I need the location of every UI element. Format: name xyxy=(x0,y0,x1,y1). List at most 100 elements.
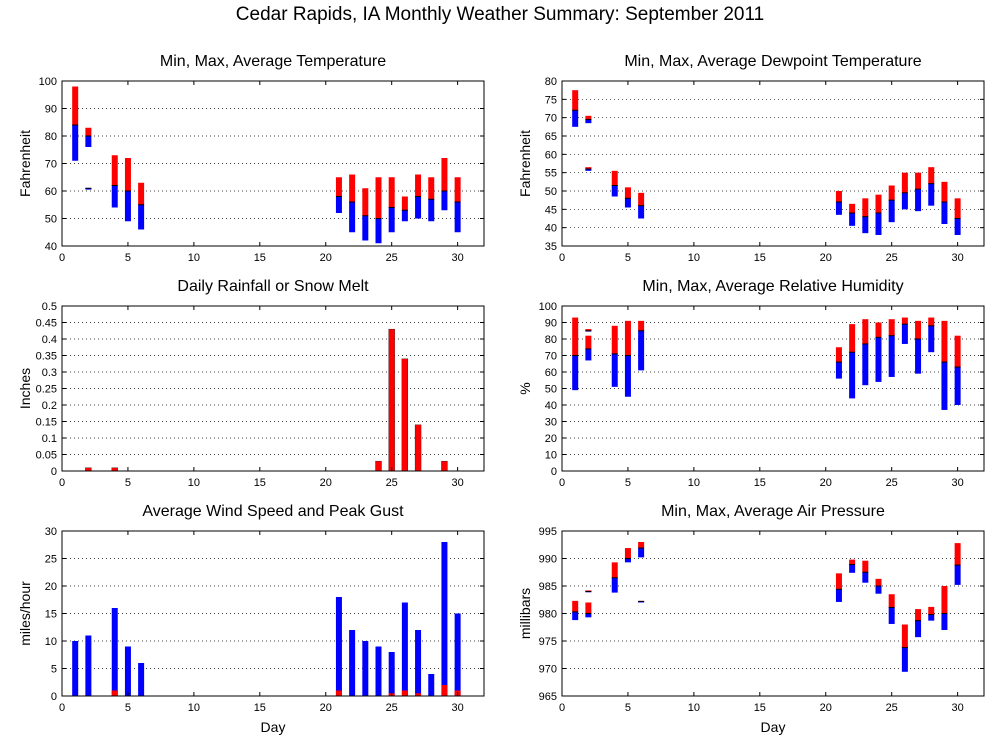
y-tick-label: 965 xyxy=(539,691,557,703)
y-tick-label: 55 xyxy=(545,168,557,180)
max-bar xyxy=(585,602,592,614)
max-bar xyxy=(875,578,882,586)
max-bar xyxy=(941,320,948,363)
avg-wind-bar xyxy=(335,690,342,696)
max-bar xyxy=(611,562,618,578)
x-tick-label: 25 xyxy=(386,702,398,714)
min-bar xyxy=(638,601,645,603)
x-tick-label: 0 xyxy=(59,702,65,714)
avg-mark xyxy=(585,168,592,170)
avg-mark xyxy=(875,336,882,338)
avg-mark xyxy=(349,201,356,203)
avg-mark xyxy=(928,183,935,185)
min-bar xyxy=(638,205,645,219)
avg-mark xyxy=(888,335,895,337)
max-bar xyxy=(585,167,592,169)
x-tick-label: 25 xyxy=(386,252,398,264)
max-bar xyxy=(888,319,895,336)
max-bar xyxy=(915,320,922,339)
x-tick-label: 30 xyxy=(952,477,964,489)
rain-bar xyxy=(441,460,448,472)
avg-wind-bar xyxy=(441,685,448,696)
max-bar xyxy=(954,543,961,566)
max-bar xyxy=(862,319,869,344)
avg-mark xyxy=(138,204,145,206)
avg-mark xyxy=(362,215,369,217)
min-bar xyxy=(941,613,948,630)
avg-mark xyxy=(862,343,869,345)
max-bar xyxy=(954,198,961,219)
x-tick-label: 25 xyxy=(886,252,898,264)
max-bar xyxy=(888,185,895,201)
y-tick-label: 70 xyxy=(45,159,57,171)
avg-mark xyxy=(585,613,592,614)
rain-bar xyxy=(388,328,395,472)
max-bar xyxy=(638,192,645,206)
x-tick-label: 0 xyxy=(559,702,565,714)
min-bar xyxy=(915,189,922,212)
max-bar xyxy=(915,172,922,190)
avg-mark xyxy=(124,190,131,192)
x-tick-label: 20 xyxy=(320,477,332,489)
avg-mark xyxy=(862,571,869,573)
y-tick-label: 25 xyxy=(45,554,57,566)
y-axis-label: % xyxy=(517,382,533,394)
y-tick-label: 0.5 xyxy=(42,301,57,313)
min-bar xyxy=(624,355,631,397)
avg-wind-bar xyxy=(415,693,422,696)
max-bar xyxy=(624,320,631,356)
y-tick-label: 90 xyxy=(45,104,57,116)
avg-mark xyxy=(72,124,79,126)
x-tick-label: 10 xyxy=(188,252,200,264)
max-bar xyxy=(401,196,408,211)
min-bar xyxy=(928,614,935,621)
min-bar xyxy=(335,196,342,213)
min-bar xyxy=(428,199,435,222)
avg-mark xyxy=(835,588,842,590)
avg-mark xyxy=(572,611,579,613)
avg-mark xyxy=(388,207,395,208)
x-tick-label: 5 xyxy=(625,702,631,714)
max-bar xyxy=(915,609,922,621)
max-bar xyxy=(835,347,842,363)
avg-mark xyxy=(888,199,895,201)
y-tick-label: 40 xyxy=(45,241,57,253)
y-tick-label: 70 xyxy=(545,113,557,125)
avg-mark xyxy=(928,614,935,616)
y-tick-label: 995 xyxy=(539,526,557,538)
min-bar xyxy=(849,564,856,573)
y-tick-label: 20 xyxy=(45,581,57,593)
y-axis-label: Fahrenheit xyxy=(517,130,533,197)
max-bar xyxy=(388,177,395,208)
y-tick-label: 20 xyxy=(545,433,557,445)
min-bar xyxy=(362,215,369,241)
avg-mark xyxy=(835,201,842,203)
x-tick-label: 5 xyxy=(125,702,131,714)
avg-mark xyxy=(572,355,579,356)
max-bar xyxy=(415,174,422,197)
min-bar xyxy=(111,185,118,208)
avg-mark xyxy=(375,218,382,219)
gust-bar xyxy=(441,542,448,696)
min-bar xyxy=(928,325,935,353)
min-bar xyxy=(375,218,382,244)
y-tick-label: 80 xyxy=(545,76,557,88)
min-bar xyxy=(388,207,395,233)
min-bar xyxy=(875,337,882,382)
avg-mark xyxy=(624,197,631,199)
y-tick-label: 0.35 xyxy=(36,351,57,363)
gust-bar xyxy=(375,646,382,696)
min-bar xyxy=(441,191,448,211)
avg-mark xyxy=(85,187,92,189)
max-bar xyxy=(111,155,118,186)
max-bar xyxy=(928,167,935,184)
min-bar xyxy=(585,348,592,361)
y-tick-label: 0 xyxy=(51,691,57,703)
min-bar xyxy=(849,352,856,399)
min-bar xyxy=(572,110,579,127)
x-tick-label: 10 xyxy=(188,702,200,714)
y-tick-label: 0.25 xyxy=(36,384,57,396)
min-bar xyxy=(862,572,869,583)
chart-dew: Min, Max, Average Dewpoint Temperature 35… xyxy=(517,53,985,264)
